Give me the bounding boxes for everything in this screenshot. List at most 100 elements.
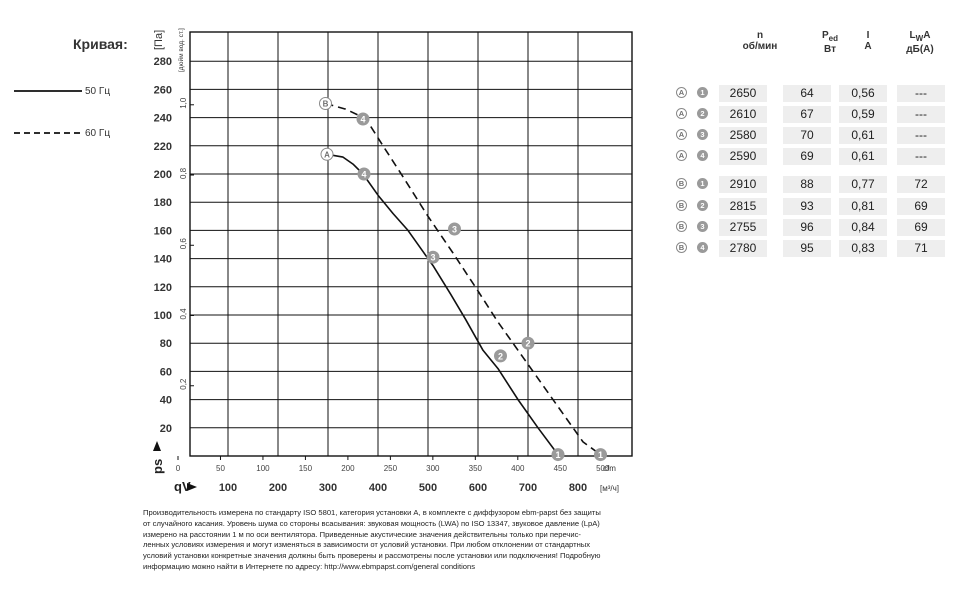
cell-current: 0,61 <box>839 127 887 144</box>
grid <box>190 32 632 456</box>
header-n-symbol: n <box>756 30 764 41</box>
plot-frame <box>189 31 633 457</box>
cell-current: 0,61 <box>839 148 887 165</box>
operating-point-marker <box>357 167 371 181</box>
x-tick-label: 300 <box>319 482 337 494</box>
table-row: A 1 2650 64 0,56 --- <box>670 85 950 102</box>
x-axis-label-text: qV <box>174 479 191 494</box>
cell-sound-power: --- <box>897 127 945 144</box>
header-lw: LWA дБ(А) <box>890 30 950 55</box>
table-row: A 4 2590 69 0,61 --- <box>670 148 950 165</box>
x-tick-label: 500 <box>419 482 437 494</box>
point-badge: 3 <box>697 129 708 140</box>
cell-speed: 2580 <box>719 127 767 144</box>
curve-start-marker <box>320 147 334 161</box>
cell-current: 0,84 <box>839 219 887 236</box>
cell-current: 0,56 <box>839 85 887 102</box>
operating-point-label: 4 <box>360 115 365 125</box>
cell-power: 93 <box>783 198 831 215</box>
cell-power: 64 <box>783 85 831 102</box>
table-row: B 2 2815 93 0,81 69 <box>670 198 950 215</box>
y-tick-label: 240 <box>154 113 172 125</box>
curve-badge: B <box>676 200 687 211</box>
y-tick-label: 260 <box>154 84 172 96</box>
operating-point-label: 2 <box>498 351 503 361</box>
y2-tick-label: 0,6 <box>179 238 188 250</box>
footnote-line: от случайного касания. Уровень шума со с… <box>143 518 600 528</box>
header-lw-unit: дБ(А) <box>906 44 934 55</box>
curve-badge: B <box>676 242 687 253</box>
header-p-sub: ed <box>828 34 838 43</box>
header-i-symbol: I <box>866 30 870 41</box>
footnote: Производительность измерена по стандарту… <box>143 508 635 573</box>
y-axis-label-text: ps <box>150 459 165 474</box>
x2-tick-label: 300 <box>426 464 440 473</box>
y-tick-label: 120 <box>154 282 172 294</box>
table-row: B 4 2780 95 0,83 71 <box>670 240 950 257</box>
cell-sound-power: 69 <box>897 219 945 236</box>
operating-point-label: 1 <box>555 450 560 460</box>
series-line-b <box>325 102 601 456</box>
table-row: B 1 2910 88 0,77 72 <box>670 176 950 193</box>
x2-tick-label: 350 <box>469 464 483 473</box>
cell-sound-power: 71 <box>897 240 945 257</box>
cell-sound-power: --- <box>897 106 945 123</box>
cell-power: 70 <box>783 127 831 144</box>
table-row: B 3 2755 96 0,84 69 <box>670 219 950 236</box>
operating-point-label: 3 <box>452 224 457 234</box>
y-tick-label: 20 <box>160 423 172 435</box>
operating-point-label: 1 <box>598 450 603 460</box>
header-lw-symbol: L <box>909 30 916 41</box>
cell-sound-power: 72 <box>897 176 945 193</box>
header-lw-suffix: A <box>923 30 931 41</box>
header-n: n об/мин <box>725 30 795 52</box>
series-line-a <box>326 153 559 456</box>
cell-current: 0,81 <box>839 198 887 215</box>
curve-badge: A <box>676 150 687 161</box>
cell-power: 88 <box>783 176 831 193</box>
y-tick-label: 200 <box>154 169 172 181</box>
curve-start-label: B <box>323 100 329 109</box>
footnote-line: условий установки конкретные значения до… <box>143 551 601 561</box>
header-n-unit: об/мин <box>742 41 778 52</box>
cell-power: 95 <box>783 240 831 257</box>
header-p: Ped Вт <box>800 30 860 55</box>
cell-power: 67 <box>783 106 831 123</box>
operating-point-marker <box>448 222 461 236</box>
y-tick-label: 140 <box>154 254 172 266</box>
legend-label-50hz: 50 Гц <box>85 86 110 97</box>
x2-tick-label: 400 <box>511 464 525 473</box>
table-row: A 2 2610 67 0,59 --- <box>670 106 950 123</box>
curve-badge: B <box>676 221 687 232</box>
x2-tick-label: 200 <box>341 464 355 473</box>
table-row: A 3 2580 70 0,61 --- <box>670 127 950 144</box>
legend-title: Кривая: <box>73 36 128 52</box>
fan-curve-chart: 50 Гц 60 Гц 2040608010012014016018020022… <box>14 28 633 494</box>
x-tick-label: 800 <box>569 482 587 494</box>
y2-tick-label: 1,0 <box>179 97 188 109</box>
x-axis-label: qV <box>174 479 197 494</box>
y-tick-label: 60 <box>160 366 172 378</box>
point-badge: 1 <box>697 178 708 189</box>
cell-power: 96 <box>783 219 831 236</box>
footnote-line: Производительность измерена по стандарту… <box>143 508 601 517</box>
x2-tick-label: 450 <box>554 464 568 473</box>
footnote-line: информацию можно найти в Интернете по ад… <box>143 561 475 571</box>
x2-tick-label: 500 <box>596 464 610 473</box>
operating-point-label: 3 <box>430 253 435 263</box>
y-axis-arrow <box>153 441 161 451</box>
operating-point-label: 2 <box>525 339 530 349</box>
cell-speed: 2815 <box>719 198 767 215</box>
x-tick-label: 400 <box>369 482 387 494</box>
series: A 4 3 2 1 B 4 3 2 1 <box>319 97 607 462</box>
curve-start-label: A <box>324 150 330 159</box>
operating-point-marker <box>521 336 535 350</box>
x-axis-arrow <box>187 483 197 491</box>
y-tick-label: 100 <box>154 310 172 322</box>
y-axis-label: ps <box>150 441 165 474</box>
point-badge: 2 <box>697 200 708 211</box>
point-badge: 2 <box>697 108 708 119</box>
operating-point-marker <box>551 448 565 462</box>
x-tick-label: 200 <box>269 482 287 494</box>
footnote-line: измерено на расстоянии 1 м по оси вентил… <box>143 529 581 539</box>
